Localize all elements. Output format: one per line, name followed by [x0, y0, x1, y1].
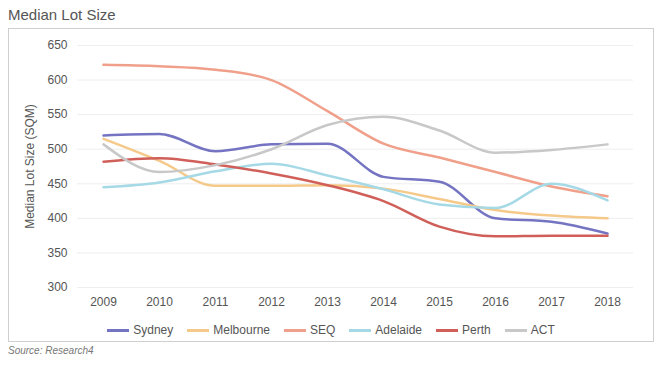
svg-text:2015: 2015 — [426, 295, 453, 309]
svg-text:500: 500 — [47, 142, 67, 156]
svg-text:650: 650 — [47, 38, 67, 52]
svg-text:450: 450 — [47, 177, 67, 191]
svg-text:2013: 2013 — [314, 295, 341, 309]
svg-text:2014: 2014 — [370, 295, 397, 309]
svg-text:300: 300 — [47, 280, 67, 294]
html-text:Sydney: Sydney — [133, 323, 174, 337]
html-text:Source: Research4: Source: Research4 — [8, 345, 94, 356]
html-text:Median Lot Size: Median Lot Size — [8, 6, 116, 23]
html-text:Melbourne: Melbourne — [213, 323, 270, 337]
svg-text:600: 600 — [47, 73, 67, 87]
svg-text:2009: 2009 — [90, 295, 117, 309]
svg-text:2018: 2018 — [594, 295, 621, 309]
svg-text:2016: 2016 — [482, 295, 509, 309]
svg-text:350: 350 — [47, 246, 67, 260]
svg-text:Median Lot Size (SQM): Median Lot Size (SQM) — [23, 104, 37, 229]
html-text:ACT: ACT — [530, 323, 555, 337]
svg-text:400: 400 — [47, 211, 67, 225]
svg-text:2012: 2012 — [258, 295, 285, 309]
html-text:Adelaide: Adelaide — [375, 323, 422, 337]
html-text:Perth: Perth — [462, 323, 491, 337]
svg-text:550: 550 — [47, 107, 67, 121]
svg-text:2011: 2011 — [203, 295, 229, 309]
html-text:SEQ: SEQ — [310, 323, 336, 337]
svg-text:2010: 2010 — [146, 295, 173, 309]
svg-text:2017: 2017 — [538, 295, 565, 309]
